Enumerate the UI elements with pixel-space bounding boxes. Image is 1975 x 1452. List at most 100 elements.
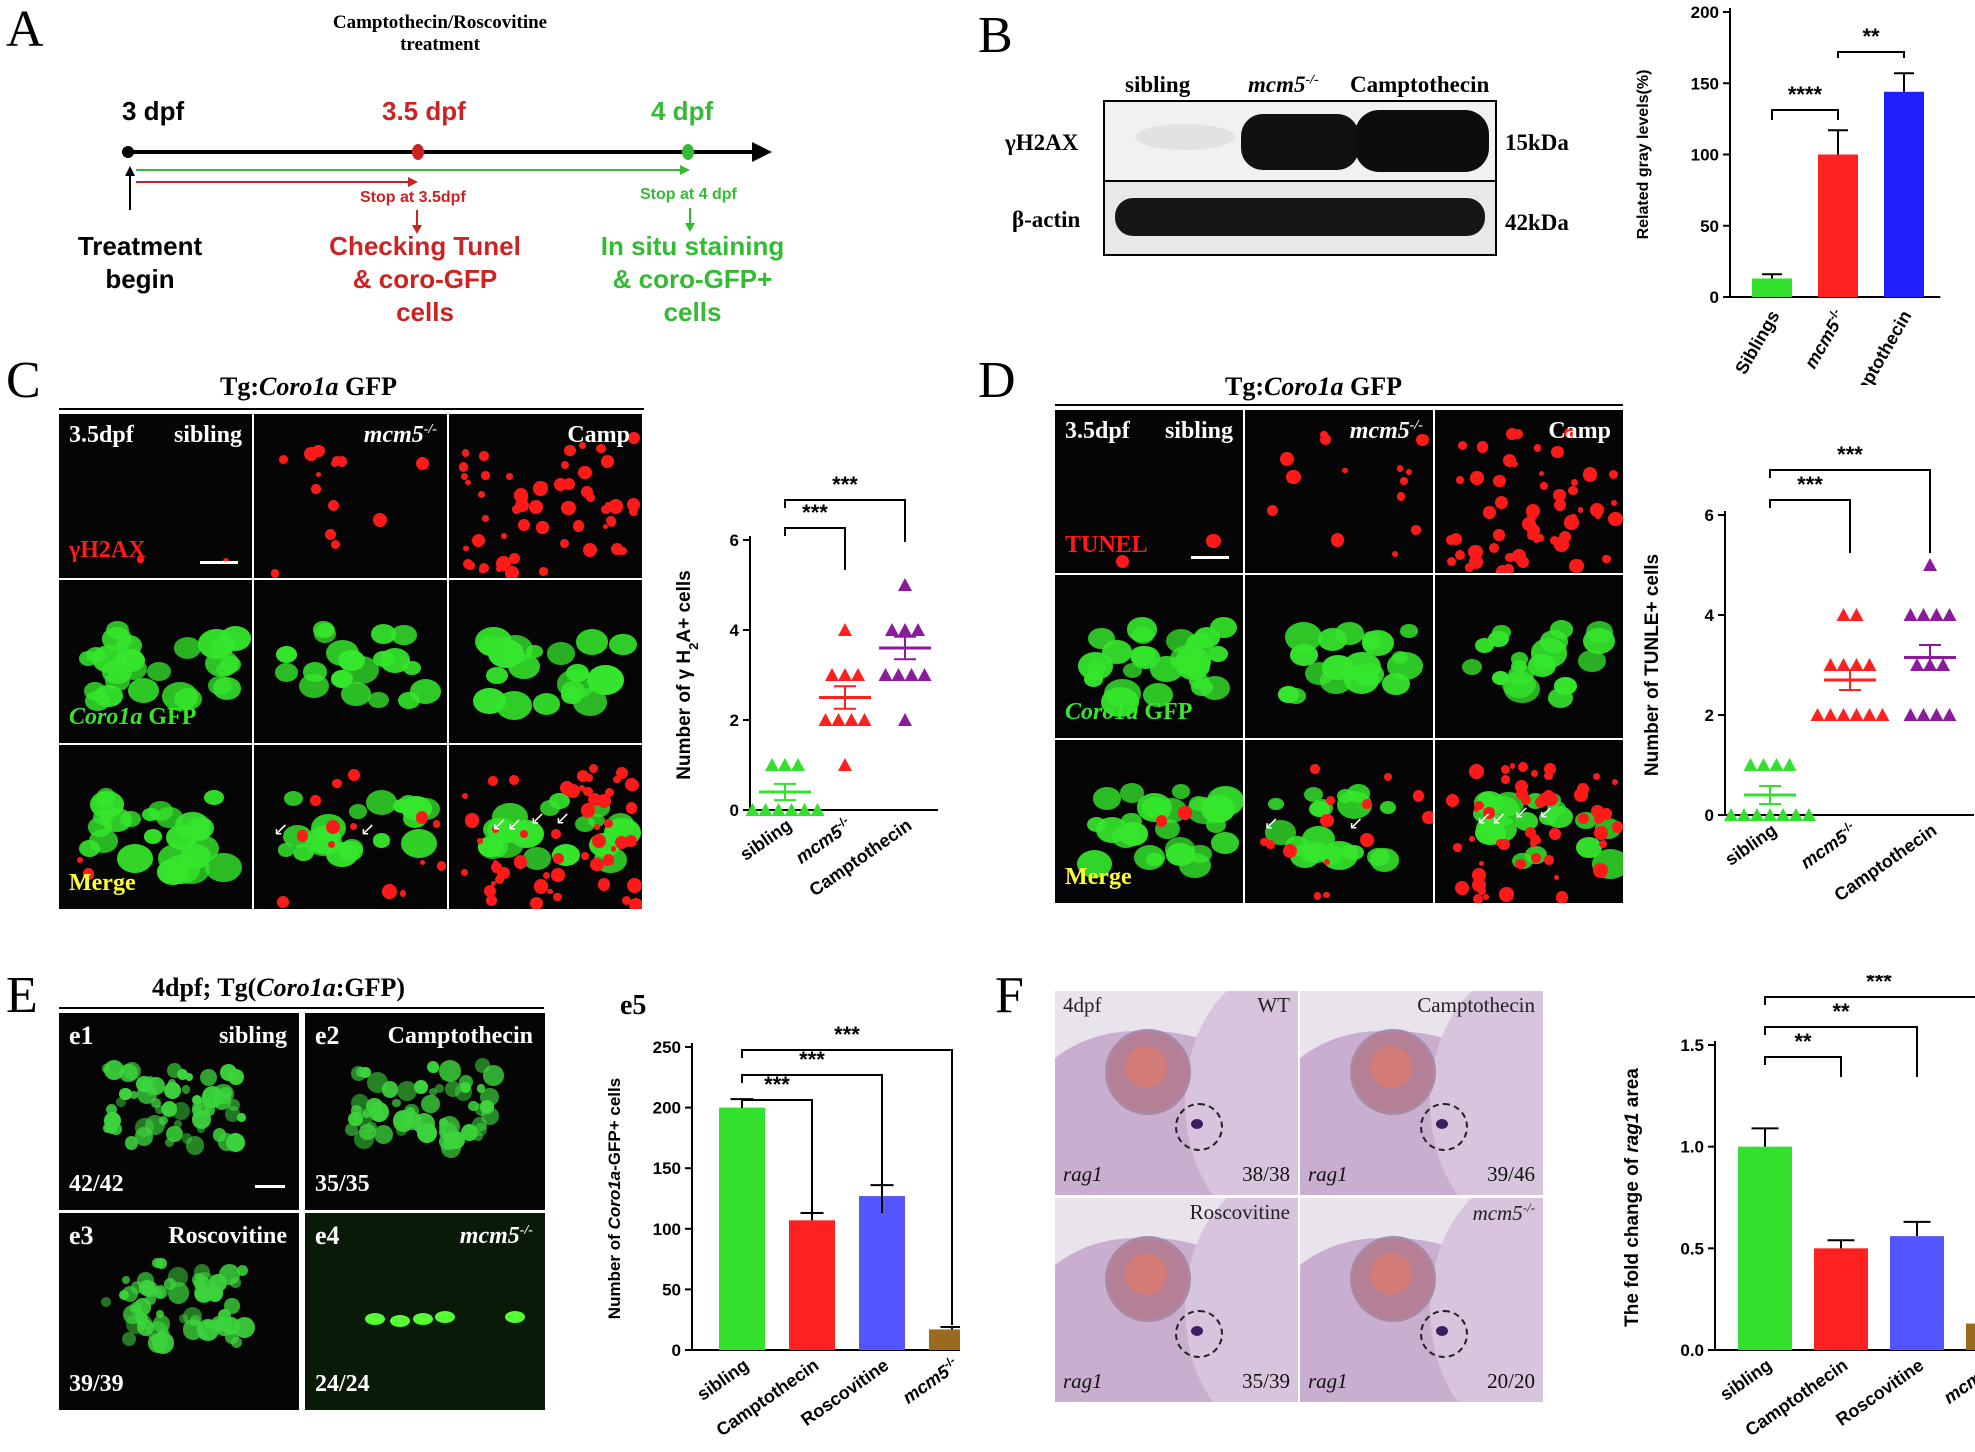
gfp-cell [371, 624, 397, 645]
red-signal [461, 792, 469, 799]
red-signal [1593, 813, 1605, 824]
gfp-cell [1078, 651, 1113, 680]
white-arrow: ↙ [1513, 801, 1530, 823]
checking-line1: Checking Tunel [329, 231, 521, 261]
red-signal [513, 855, 528, 869]
red-signal [625, 778, 639, 792]
gfp-cell [404, 1112, 423, 1131]
text-part: mcm5 [1800, 316, 1844, 372]
eye-lens [1370, 1046, 1412, 1088]
text-part: 2 [686, 643, 701, 650]
red-signal [1512, 429, 1523, 439]
gfp-cell [219, 1063, 237, 1081]
gfp-cell [546, 642, 576, 666]
red-signal [580, 803, 596, 818]
significance-bracket [1764, 996, 1975, 1005]
data-point [1849, 708, 1864, 721]
red-signal [518, 518, 531, 531]
red-signal [519, 494, 528, 503]
red-signal [481, 514, 489, 522]
gfp-cell [122, 1062, 141, 1081]
red-signal [464, 479, 471, 486]
red-signal [529, 500, 543, 514]
data-point [791, 758, 805, 771]
red-signal [1493, 529, 1505, 541]
bar [1752, 278, 1792, 297]
e-tile-name-e1: sibling [218, 1023, 287, 1049]
gfp-cell [1290, 644, 1318, 667]
e-tile-id-e1: e1 [69, 1021, 94, 1050]
red-signal [1452, 842, 1462, 852]
significance-bracket [1769, 499, 1851, 553]
rag1-signal [1436, 1326, 1448, 1336]
gfp-cell [216, 662, 234, 677]
f-tile-probe-2: rag1 [1063, 1369, 1103, 1393]
micro-tile-C-r0c1: mcm5-/- [254, 414, 447, 578]
gfp-cell [495, 690, 533, 720]
red-signal [560, 460, 570, 469]
gfp-cell [203, 1104, 215, 1116]
gfp-cell [116, 1097, 126, 1107]
red-signal [296, 830, 309, 842]
band-actin [1115, 198, 1485, 236]
red-signal [1526, 510, 1537, 522]
significance-label: *** [1866, 975, 1892, 994]
gfp-cell [221, 1317, 240, 1336]
y-axis-label: Number of Coro1a-GFP+ cells [605, 1078, 624, 1319]
gfp-cell [156, 1310, 165, 1319]
eye-lens [1125, 1046, 1167, 1088]
red-signal [1521, 517, 1536, 532]
gfp-cell [1342, 652, 1381, 683]
panel-a-title-line1: Camptothecin/Roscovitine [332, 12, 548, 33]
red-signal [1516, 556, 1529, 568]
text-part: sibling [1721, 820, 1780, 870]
red-signal [625, 802, 638, 814]
e-tile-id-e4: e4 [315, 1221, 340, 1250]
treatment-begin-line1: Treatment [77, 231, 203, 261]
data-point [1849, 658, 1864, 671]
y-tick-label: 0 [730, 801, 739, 820]
panel-c-header-post: GFP [338, 372, 397, 401]
red-signal [1530, 840, 1538, 847]
micro-tile-D-r1c2 [1435, 575, 1623, 738]
e5-label: e5 [620, 990, 647, 1021]
data-point [797, 803, 812, 816]
red-signal [1399, 477, 1408, 486]
gfp-cell [1142, 683, 1173, 708]
bar [1818, 154, 1858, 297]
red-signal [1608, 511, 1623, 527]
red-signal [495, 565, 502, 572]
row-beta-actin: β-actin [1012, 207, 1081, 232]
red-signal [1568, 558, 1584, 573]
red-signal [1286, 469, 1301, 485]
e-tile-e2: e2 Camptothecin 35/35 [305, 1013, 545, 1210]
gfp-cell [184, 1072, 194, 1081]
gfp-cell [143, 829, 162, 844]
red-signal [597, 878, 611, 891]
red-signal [1468, 554, 1483, 570]
gfp-cell [213, 1083, 234, 1105]
gfp-cell [1120, 783, 1145, 803]
y-tick-label: 2 [1705, 706, 1714, 725]
gfp-cell [397, 1081, 418, 1102]
red-signal [382, 884, 398, 900]
red-signal [1313, 892, 1322, 900]
significance-bracket [1771, 109, 1839, 120]
timepoint-3-5dpf: 3.5 dpf [382, 96, 466, 126]
f-tile-probe-0: rag1 [1063, 1162, 1103, 1186]
e-tile-name-sup: -/- [519, 1223, 533, 1238]
red-signal [1577, 507, 1584, 513]
red-signal [613, 775, 621, 784]
y-tick-label: 1.0 [1680, 1138, 1704, 1157]
gfp-cell [79, 840, 101, 858]
gfp-cell [478, 635, 504, 656]
in-situ-line3: cells [663, 297, 722, 327]
red-signal [373, 513, 388, 528]
bar [1814, 1248, 1868, 1350]
timeline-dot-3-5dpf [412, 144, 424, 160]
significance-label: ** [1794, 1029, 1812, 1054]
gfp-cell [206, 1285, 224, 1302]
data-point [1862, 708, 1877, 721]
checking-line3: cells [396, 297, 454, 327]
red-signal [1602, 554, 1611, 564]
